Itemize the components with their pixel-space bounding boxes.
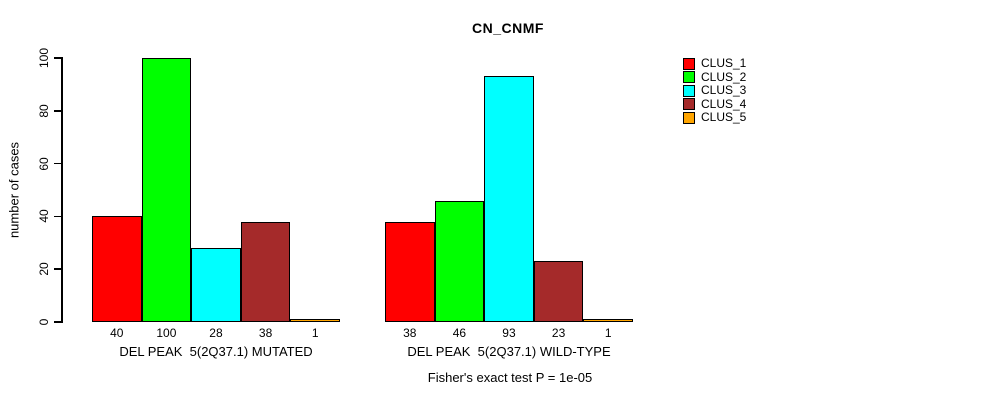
bar-value-label: 28: [209, 326, 223, 340]
bar-value-label: 38: [258, 326, 273, 340]
bar-value-label: 1: [311, 326, 319, 340]
y-axis-tick: [54, 162, 62, 165]
bar-value-label: 38: [403, 326, 417, 340]
legend-swatch: [683, 84, 695, 97]
legend-item-label: CLUS_1: [701, 56, 747, 70]
legend-swatch: [683, 71, 695, 84]
y-axis-tick-label: 100: [37, 47, 51, 69]
legend-item-clus_2: CLUS_2: [683, 69, 747, 84]
group-label-mutated: DEL PEAK 5(2Q37.1) MUTATED: [119, 344, 313, 359]
bar-clus_4-group2: [533, 261, 584, 322]
legend-item-label: CLUS_2: [701, 69, 747, 84]
bar-clus_2-group1: [141, 58, 192, 322]
bar-clus_4-group1: [240, 221, 291, 322]
y-axis-tick-label: 60: [37, 156, 51, 171]
bar-clus_3-group2: [484, 76, 534, 322]
legend-item-clus_5: CLUS_5: [683, 111, 746, 124]
y-axis-tick-label: 0: [37, 318, 51, 326]
bar-value-label: 1: [604, 326, 612, 340]
bar-clus_2-group2: [434, 200, 485, 322]
bar-clus_5-group2: [583, 319, 633, 322]
legend-item-clus_1: CLUS_1: [683, 57, 746, 70]
bar-clus_3-group1: [191, 248, 241, 322]
y-axis-tick: [54, 268, 62, 270]
fisher-test-annotation: Fisher's exact test P = 1e-05: [427, 370, 593, 385]
y-axis-tick: [54, 215, 62, 218]
legend-item-clus_3: CLUS_3: [683, 84, 746, 97]
legend-item-label: CLUS_5: [701, 110, 747, 125]
y-axis-tick: [54, 57, 62, 59]
y-axis-label: number of cases: [6, 141, 22, 239]
legend: CLUS_1 CLUS_2 CLUS_3 CLUS_4 CLUS_5: [683, 57, 803, 137]
bar-clus_5-group1: [290, 319, 340, 322]
group-label-wild-type: DEL PEAK 5(2Q37.1) WILD-TYPE: [407, 344, 611, 359]
y-axis-tick-label: 80: [37, 104, 51, 118]
legend-item-label: CLUS_4: [701, 96, 747, 111]
legend-item-label: CLUS_3: [701, 83, 747, 98]
legend-swatch: [683, 57, 695, 70]
y-axis-tick: [54, 110, 62, 112]
bar-value-label: 23: [551, 326, 566, 340]
bar-clus_1-group2: [385, 221, 435, 322]
bar-clus_1-group1: [92, 216, 142, 322]
bar-value-label: 100: [156, 326, 177, 340]
bar-value-label: 93: [502, 326, 516, 340]
bar-value-label: 46: [452, 326, 467, 340]
legend-item-clus_4: CLUS_4: [683, 96, 747, 111]
bar-value-label: 40: [110, 326, 124, 340]
y-axis-tick: [54, 321, 62, 323]
y-axis-line: [61, 57, 63, 323]
y-axis-tick-label: 20: [37, 262, 51, 276]
legend-swatch: [683, 111, 695, 124]
chart-title: CN_CNMF: [472, 20, 544, 36]
legend-swatch: [683, 98, 695, 111]
y-axis-tick-label: 40: [37, 209, 51, 224]
